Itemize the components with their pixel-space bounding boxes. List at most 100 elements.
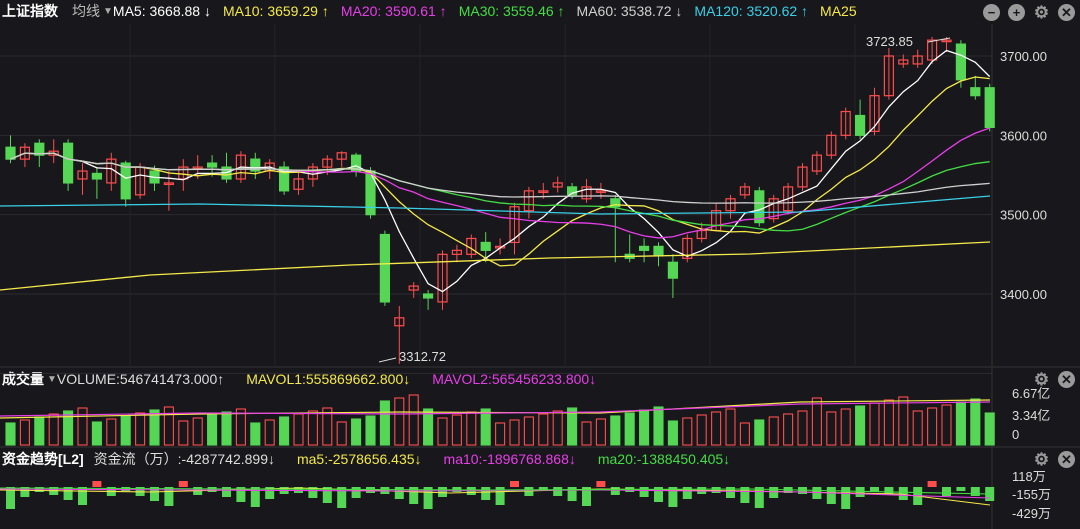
volume-bar[interactable] (495, 422, 506, 446)
volume-bar[interactable] (451, 414, 462, 446)
candle-down[interactable] (754, 190, 765, 224)
outflow-bar[interactable] (63, 487, 73, 500)
close-icon[interactable]: ✕ (1058, 451, 1075, 468)
outflow-bar[interactable] (754, 487, 764, 508)
outflow-bar[interactable] (164, 487, 174, 506)
close-icon[interactable]: ✕ (1058, 4, 1075, 21)
outflow-bar[interactable] (337, 487, 347, 508)
inflow-bar[interactable] (92, 481, 102, 487)
candle-up[interactable] (725, 198, 736, 212)
outflow-bar[interactable] (769, 487, 779, 498)
close-icon[interactable]: ✕ (1058, 371, 1075, 388)
volume-bar[interactable] (120, 415, 131, 446)
inflow-bar[interactable] (178, 481, 188, 487)
outflow-bar[interactable] (222, 487, 231, 497)
volume-bar[interactable] (480, 408, 491, 446)
gear-icon[interactable]: ⚙ (1033, 450, 1050, 469)
outflow-bar[interactable] (970, 487, 980, 496)
outflow-bar[interactable] (870, 487, 879, 492)
volume-bar[interactable] (898, 396, 909, 446)
volume-bar[interactable] (437, 417, 448, 446)
volume-bar[interactable] (855, 405, 866, 446)
candle-up[interactable] (178, 166, 189, 180)
volume-title[interactable]: 成交量 (2, 371, 44, 387)
volume-bar[interactable] (912, 410, 923, 446)
outflow-bar[interactable] (265, 487, 275, 499)
inflow-bar[interactable] (510, 481, 519, 487)
volume-bar[interactable] (783, 413, 794, 446)
outflow-bar[interactable] (582, 487, 591, 506)
volume-bar[interactable] (552, 410, 563, 446)
volume-bar[interactable] (149, 409, 160, 446)
candle-up[interactable] (840, 110, 851, 136)
volume-bar[interactable] (840, 408, 851, 446)
outflow-bar[interactable] (20, 487, 30, 497)
candle-up[interactable] (595, 190, 607, 193)
volume-bar[interactable] (365, 415, 376, 446)
candle-up[interactable] (192, 166, 203, 170)
outflow-bar[interactable] (322, 487, 332, 503)
volume-bar[interactable] (538, 413, 549, 446)
volume-bar[interactable] (955, 401, 966, 446)
volume-bar[interactable] (941, 404, 952, 446)
index-title[interactable]: 上证指数 (2, 3, 58, 19)
volume-bar[interactable] (725, 408, 736, 446)
volume-bar[interactable] (264, 419, 275, 446)
outflow-bar[interactable] (207, 487, 217, 492)
volume-bar[interactable] (293, 413, 304, 446)
candle-down[interactable] (653, 245, 664, 257)
volume-bar[interactable] (811, 397, 822, 446)
chevron-down-icon[interactable]: ▼ (103, 5, 113, 17)
outflow-bar[interactable] (668, 487, 678, 507)
outflow-bar[interactable] (351, 487, 361, 498)
candle-up[interactable] (797, 166, 808, 188)
volume-bar[interactable] (192, 417, 203, 446)
volume-bar[interactable] (63, 410, 74, 446)
volume-bar[interactable] (423, 408, 434, 446)
outflow-bar[interactable] (942, 487, 951, 496)
candle-up[interactable] (869, 95, 880, 132)
outflow-bar[interactable] (726, 487, 735, 498)
volume-bar[interactable] (797, 410, 808, 446)
volume-bar[interactable] (739, 422, 750, 446)
outflow-bar[interactable] (6, 487, 15, 509)
volume-bar[interactable] (869, 402, 880, 446)
volume-bar[interactable] (711, 411, 722, 446)
volume-bar[interactable] (351, 418, 362, 446)
zoom-out-icon[interactable]: − (983, 4, 1000, 21)
volume-bar[interactable] (5, 422, 16, 446)
volume-bar[interactable] (19, 419, 30, 446)
outflow-bar[interactable] (409, 487, 419, 504)
volume-bar[interactable] (567, 407, 578, 446)
volume-bar[interactable] (754, 419, 765, 446)
outflow-bar[interactable] (495, 487, 505, 505)
volume-bar[interactable] (509, 419, 520, 446)
outflow-bar[interactable] (682, 487, 692, 499)
candle-down[interactable] (667, 261, 679, 279)
volume-bar[interactable] (250, 422, 261, 446)
volume-bar[interactable] (523, 416, 534, 446)
candle-down[interactable] (91, 172, 103, 180)
candle-up[interactable] (826, 134, 837, 156)
gear-icon[interactable]: ⚙ (1033, 370, 1050, 389)
candle-down[interactable] (854, 114, 866, 136)
outflow-bar[interactable] (250, 487, 260, 507)
volume-bar[interactable] (610, 415, 621, 446)
outflow-bar[interactable] (150, 487, 159, 501)
volume-bar[interactable] (696, 414, 707, 446)
candle-down[interactable] (120, 162, 131, 200)
volume-bar[interactable] (595, 418, 606, 446)
volume-bar[interactable] (91, 421, 102, 446)
candle-up[interactable] (782, 186, 794, 212)
candle-up[interactable] (552, 182, 563, 188)
volume-bar[interactable] (307, 410, 318, 446)
volume-bar[interactable] (768, 416, 779, 446)
volume-bar[interactable] (408, 394, 419, 446)
volume-bar[interactable] (322, 407, 333, 446)
candle-down[interactable] (566, 186, 578, 196)
candle-up[interactable] (768, 198, 779, 220)
candle-up[interactable] (912, 55, 923, 65)
candle-down[interactable] (423, 293, 434, 299)
candle-down[interactable] (638, 245, 650, 251)
